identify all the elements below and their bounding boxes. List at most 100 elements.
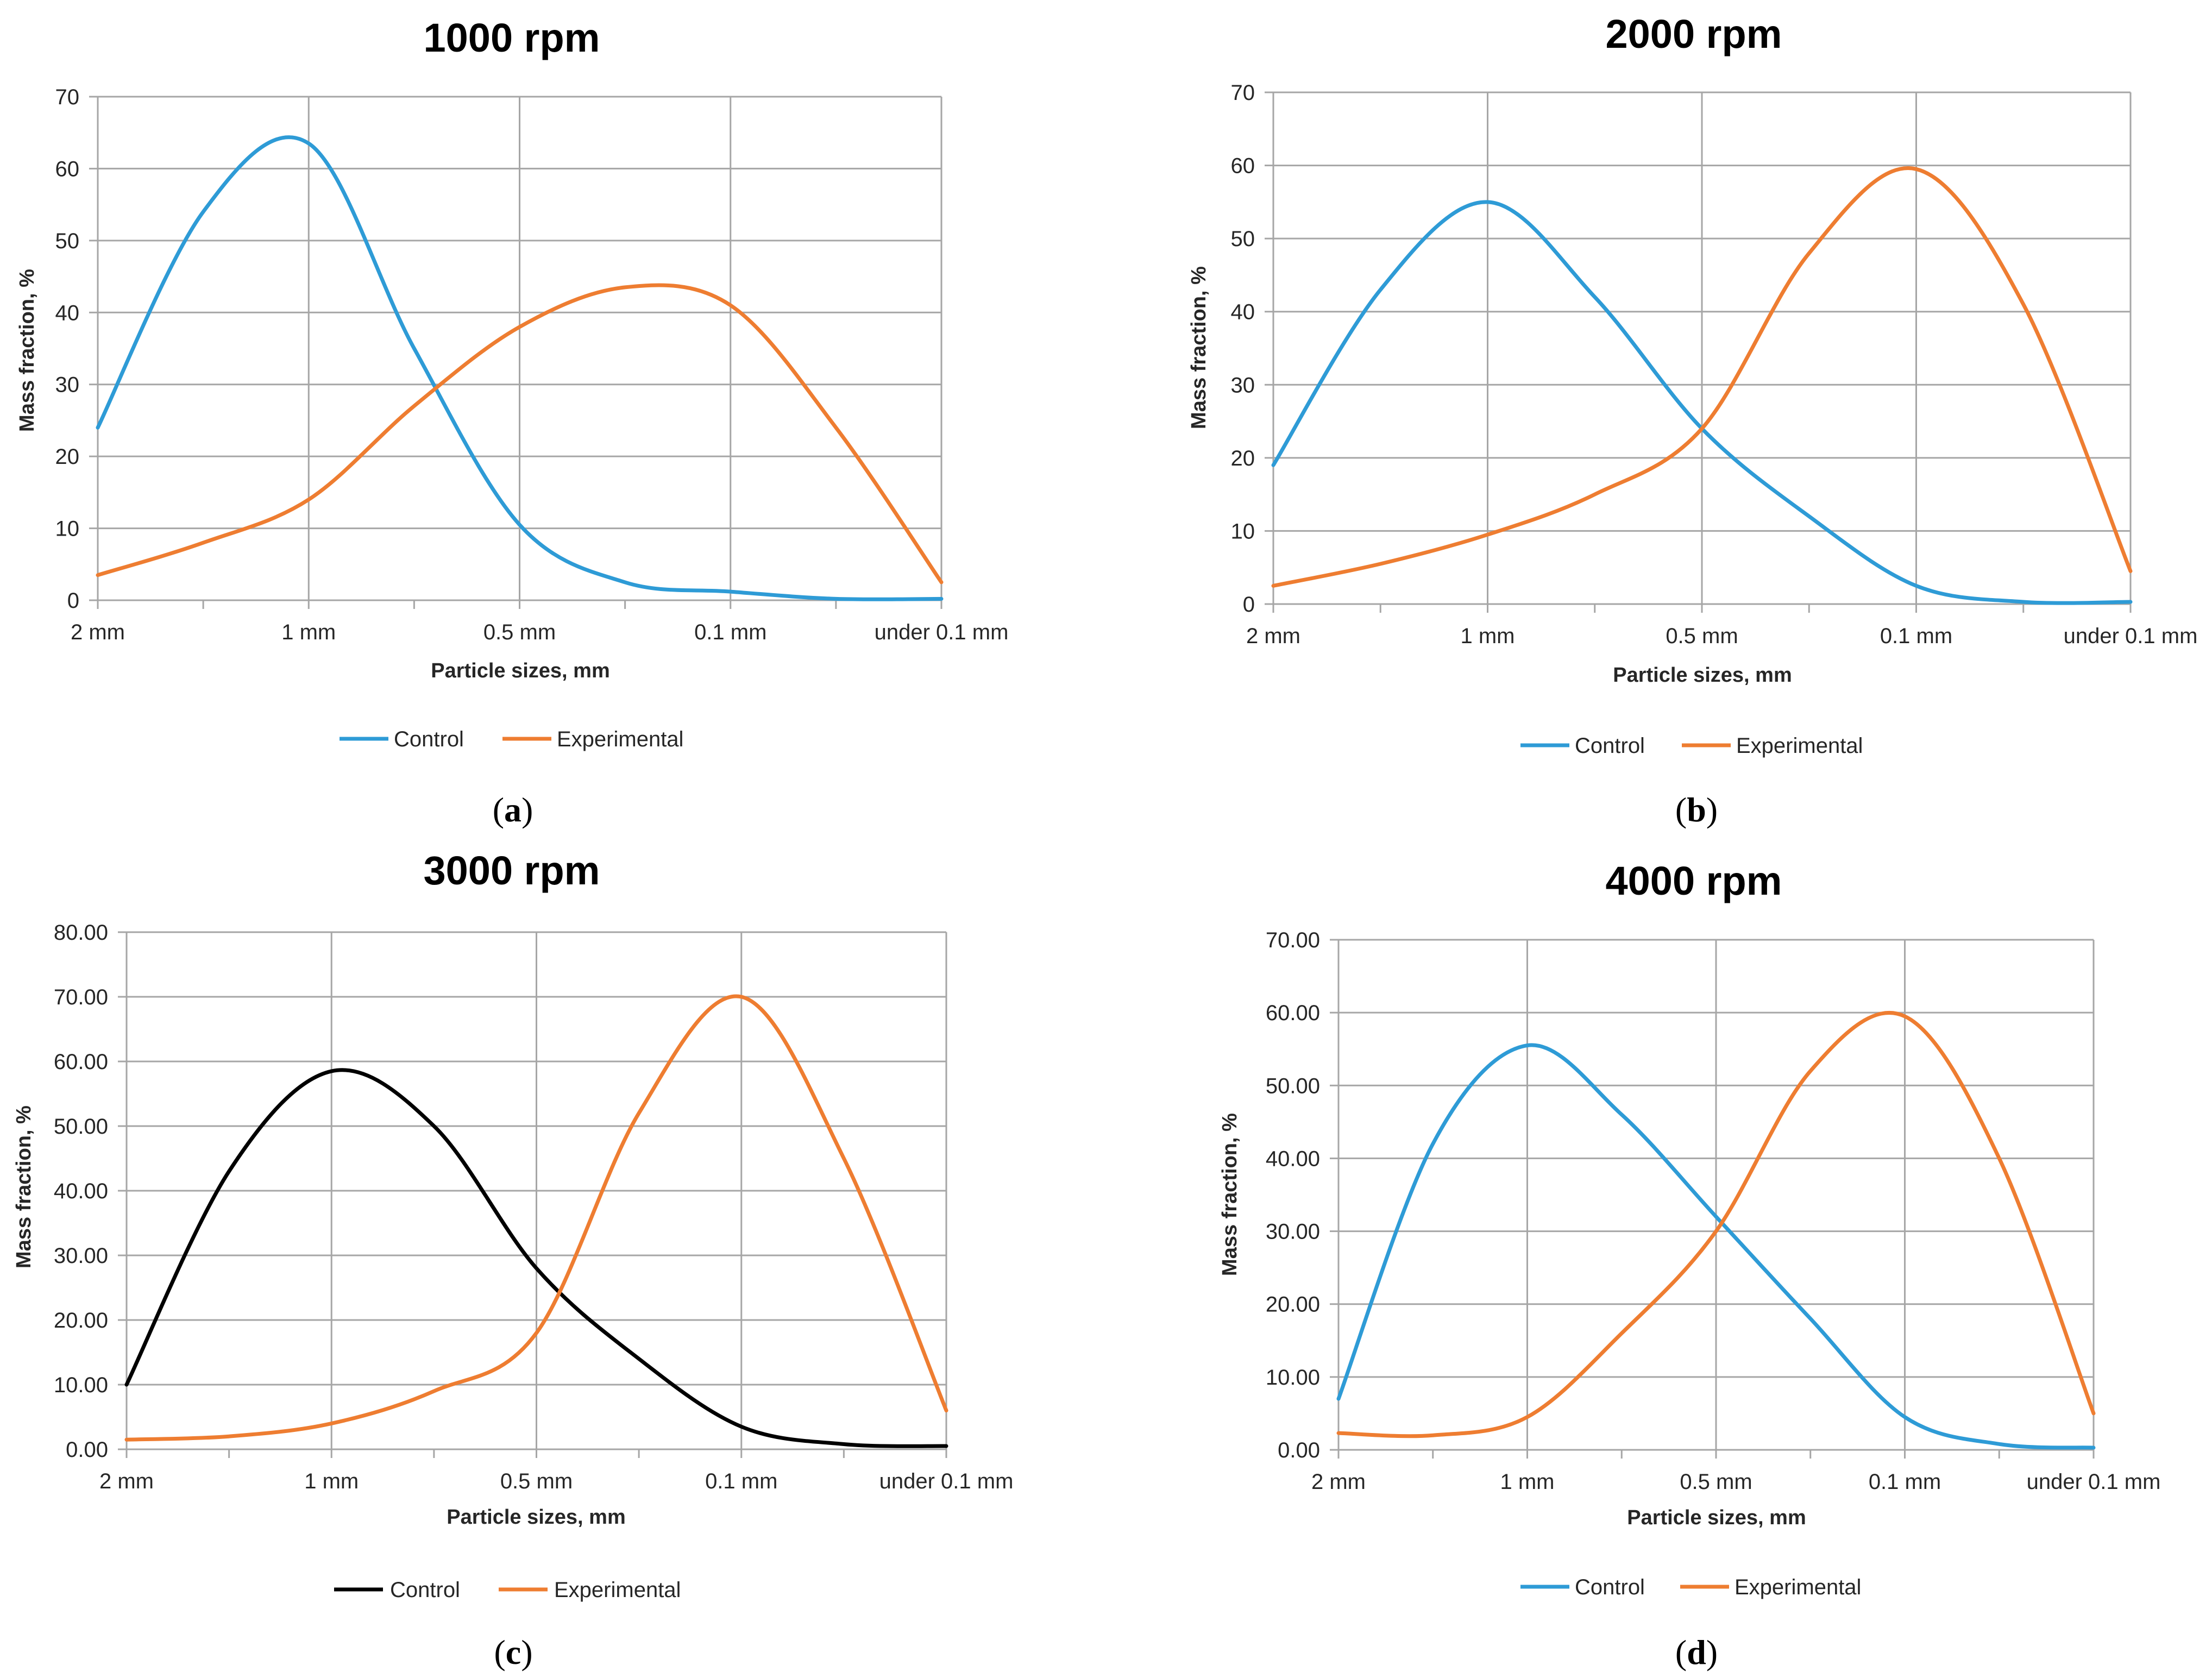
- chart-d-caption: (d): [1675, 1633, 1718, 1671]
- y-tick-label: 70: [55, 85, 80, 109]
- legend-label-control: Control: [390, 1578, 460, 1602]
- chart-c-ylabel: Mass fraction, %: [12, 1105, 35, 1268]
- chart-b-series: [1271, 166, 2133, 605]
- legend-label-experimental: Experimental: [557, 727, 683, 751]
- chart-d-svg: 4000 rpm 0.00 10.00 20.00 30.00 40.00 50.00 60…: [1218, 858, 2160, 1671]
- y-tick-label: 50: [1231, 227, 1255, 251]
- chart-d-series: [1336, 1011, 2096, 1450]
- y-tick-label: 70: [1231, 81, 1255, 105]
- y-tick-label: 20.00: [54, 1309, 108, 1333]
- legend-label-experimental: Experimental: [554, 1578, 681, 1602]
- x-tick-label: 2 mm: [1246, 624, 1300, 648]
- chart-panel-a: 1000 rpm 0 10 20 30 40 50 60 70 2 mm 1 mm 0.5 mm 0…: [0, 0, 1106, 839]
- chart-c-svg: 3000 rpm 0.00 10.00 20.00 30.00 40.00 50.00 60…: [12, 848, 1014, 1671]
- chart-c-title: 3000 rpm: [424, 848, 600, 893]
- chart-a-gridlines: [89, 96, 942, 609]
- y-tick-label: 20: [55, 445, 80, 469]
- x-tick-label: under 0.1 mm: [879, 1469, 1014, 1493]
- legend-label-control: Control: [1575, 734, 1645, 758]
- chart-b-ylabel: Mass fraction, %: [1187, 266, 1210, 429]
- chart-a-caption: (a): [493, 790, 533, 829]
- chart-b-y-tick-labels: 0 10 20 30 40 50 60 70: [1231, 81, 1255, 617]
- x-tick-label: under 0.1 mm: [2064, 624, 2198, 648]
- y-tick-label: 40.00: [1266, 1147, 1320, 1171]
- y-tick-label: 60.00: [1266, 1001, 1320, 1025]
- y-tick-label: 60: [55, 157, 80, 181]
- chart-c-y-tick-labels: 0.00 10.00 20.00 30.00 40.00 50.00 60.00 70.00 8…: [54, 921, 108, 1462]
- chart-d-ylabel: Mass fraction, %: [1218, 1113, 1241, 1276]
- chart-a-xlabel: Particle sizes, mm: [431, 659, 610, 682]
- x-tick-label: 1 mm: [1461, 624, 1515, 648]
- x-tick-label: 1 mm: [304, 1469, 359, 1493]
- chart-c-caption-letter: c: [506, 1633, 521, 1671]
- y-tick-label: 60.00: [54, 1050, 108, 1074]
- y-tick-label: 30.00: [1266, 1220, 1320, 1244]
- chart-d-caption-letter: d: [1687, 1633, 1706, 1671]
- y-tick-label: 10.00: [54, 1373, 108, 1397]
- chart-b-legend: Control Experimental: [1520, 734, 1863, 758]
- chart-a-series: [96, 135, 944, 601]
- x-tick-label: 2 mm: [71, 620, 125, 644]
- x-tick-label: 1 mm: [1500, 1470, 1555, 1494]
- x-tick-label: 0.1 mm: [705, 1469, 777, 1493]
- x-tick-label: under 0.1 mm: [2027, 1470, 2161, 1494]
- y-tick-label: 50: [55, 229, 80, 253]
- chart-b-title: 2000 rpm: [1606, 11, 1782, 56]
- chart-c-gridlines: [118, 931, 947, 1458]
- chart-d-xlabel: Particle sizes, mm: [1627, 1506, 1806, 1529]
- chart-a-ylabel: Mass fraction, %: [16, 269, 39, 432]
- chart-b-x-tick-labels: 2 mm 1 mm 0.5 mm 0.1 mm under 0.1 mm: [1246, 624, 2197, 648]
- chart-c-series: [124, 994, 948, 1448]
- series-line-control: [96, 135, 944, 601]
- y-tick-label: 50.00: [1266, 1074, 1320, 1098]
- x-tick-label: 0.5 mm: [1680, 1470, 1752, 1494]
- series-line-control: [124, 1068, 948, 1448]
- chart-a-x-tick-labels: 2 mm 1 mm 0.5 mm 0.1 mm under 0.1 mm: [71, 620, 1008, 644]
- chart-d-x-tick-labels: 2 mm 1 mm 0.5 mm 0.1 mm under 0.1 mm: [1311, 1470, 2160, 1494]
- legend-label-control: Control: [394, 727, 464, 751]
- x-tick-label: 0.5 mm: [1666, 624, 1738, 648]
- series-line-experimental: [124, 994, 948, 1442]
- chart-c-caption: (c): [494, 1633, 532, 1671]
- y-tick-label: 30: [55, 373, 80, 397]
- chart-panel-c: 3000 rpm 0.00 10.00 20.00 30.00 40.00 50.00 60…: [0, 839, 1106, 1678]
- y-tick-label: 30.00: [54, 1244, 108, 1268]
- y-tick-label: 80.00: [54, 921, 108, 945]
- chart-b-svg: 2000 rpm 0 10 20 30 40 50 60 70 2 mm 1 mm 0.5 mm 0…: [1187, 11, 2197, 829]
- chart-b-gridlines: [1265, 91, 2132, 613]
- y-tick-label: 10.00: [1266, 1366, 1320, 1390]
- y-tick-label: 20.00: [1266, 1293, 1320, 1317]
- legend-label-control: Control: [1575, 1575, 1645, 1599]
- chart-b-caption-letter: b: [1687, 790, 1706, 829]
- y-tick-label: 40: [55, 301, 80, 325]
- legend-label-experimental: Experimental: [1736, 734, 1863, 758]
- series-line-experimental: [96, 283, 944, 585]
- y-tick-label: 20: [1231, 447, 1255, 470]
- y-tick-label: 0: [67, 589, 79, 613]
- chart-d-legend: Control Experimental: [1520, 1575, 1861, 1599]
- chart-a-svg: 1000 rpm 0 10 20 30 40 50 60 70 2 mm 1 mm 0.5 mm 0…: [16, 15, 1008, 829]
- chart-d-y-tick-labels: 0.00 10.00 20.00 30.00 40.00 50.00 60.00 70.00: [1266, 928, 1320, 1462]
- chart-b-xlabel: Particle sizes, mm: [1613, 664, 1792, 687]
- series-line-experimental: [1271, 166, 2133, 588]
- y-tick-label: 30: [1231, 373, 1255, 397]
- y-tick-label: 0.00: [66, 1438, 108, 1462]
- series-line-control: [1271, 200, 2133, 605]
- y-tick-label: 10: [55, 517, 80, 541]
- series-line-control: [1336, 1043, 2096, 1450]
- chart-panel-d: 4000 rpm 0.00 10.00 20.00 30.00 40.00 50.00 60…: [1106, 839, 2212, 1678]
- legend-label-experimental: Experimental: [1735, 1575, 1861, 1599]
- chart-b-caption: (b): [1675, 790, 1718, 829]
- chart-a-legend: Control Experimental: [340, 727, 683, 751]
- x-tick-label: under 0.1 mm: [875, 620, 1009, 644]
- chart-panel-b: 2000 rpm 0 10 20 30 40 50 60 70 2 mm 1 mm 0.5 mm 0…: [1106, 0, 2212, 839]
- chart-d-title: 4000 rpm: [1606, 858, 1782, 903]
- chart-a-y-tick-labels: 0 10 20 30 40 50 60 70: [55, 85, 80, 613]
- x-tick-label: 0.5 mm: [500, 1469, 573, 1493]
- y-tick-label: 50.00: [54, 1115, 108, 1139]
- x-tick-label: 1 mm: [281, 620, 336, 644]
- y-tick-label: 40.00: [54, 1179, 108, 1203]
- chart-d-gridlines: [1330, 939, 2095, 1459]
- y-tick-label: 0.00: [1278, 1438, 1320, 1462]
- x-tick-label: 0.1 mm: [694, 620, 766, 644]
